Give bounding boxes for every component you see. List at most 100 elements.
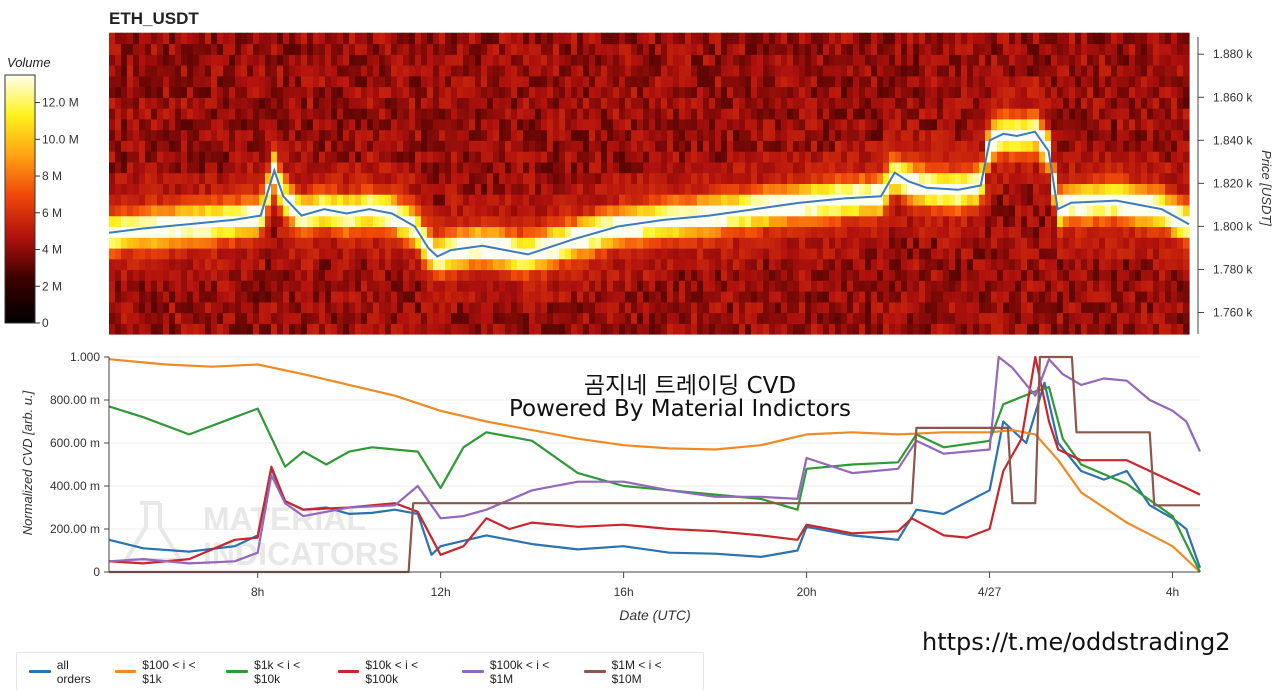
- heatmap-cell: [1039, 280, 1046, 292]
- heatmap-cell: [1081, 247, 1088, 260]
- heatmap-cell: [1117, 172, 1124, 184]
- heatmap-cell: [661, 247, 668, 260]
- heatmap-cell: [475, 237, 482, 249]
- heatmap-cell: [715, 215, 722, 227]
- heatmap-cell: [559, 258, 566, 271]
- heatmap-cell: [655, 75, 662, 88]
- heatmap-cell: [439, 172, 446, 184]
- heatmap-cell: [745, 247, 752, 260]
- heatmap-cell: [1123, 140, 1130, 152]
- heatmap-cell: [505, 323, 512, 335]
- heatmap-cell: [961, 323, 968, 335]
- heatmap-cell: [781, 301, 788, 314]
- heatmap-cell: [619, 226, 626, 238]
- heatmap-cell: [193, 43, 200, 55]
- heatmap-cell: [427, 86, 434, 98]
- heatmap-cell: [289, 323, 296, 335]
- heatmap-cell: [709, 215, 716, 227]
- heatmap-cell: [745, 43, 752, 55]
- heatmap-cell: [223, 140, 230, 152]
- heatmap-cell: [121, 280, 128, 292]
- heatmap-cell: [757, 97, 764, 109]
- heatmap-cell: [493, 32, 500, 45]
- heatmap-cell: [901, 301, 908, 314]
- heatmap-cell: [505, 172, 512, 184]
- heatmap-cell: [793, 129, 800, 141]
- heatmap-cell: [547, 43, 554, 55]
- heatmap-cell: [427, 54, 434, 66]
- heatmap-cell: [847, 269, 854, 281]
- heatmap-cell: [451, 291, 458, 303]
- heatmap-cell: [883, 194, 890, 206]
- heatmap-cell: [151, 32, 158, 45]
- heatmap-cell: [697, 32, 704, 45]
- heatmap-cell: [1111, 323, 1118, 335]
- heatmap-cell: [853, 129, 860, 141]
- heatmap-cell: [475, 172, 482, 184]
- heatmap-cell: [799, 118, 806, 131]
- heatmap-cell: [151, 97, 158, 109]
- heatmap-cell: [499, 65, 506, 77]
- heatmap-cell: [1063, 247, 1070, 260]
- heatmap-cell: [283, 86, 290, 98]
- heatmap-cell: [133, 140, 140, 152]
- heatmap-cell: [643, 151, 650, 163]
- heatmap-cell: [313, 118, 320, 131]
- heatmap-cell: [757, 226, 764, 238]
- heatmap-cell: [607, 118, 614, 131]
- heatmap-cell: [1165, 247, 1172, 260]
- heatmap-cell: [193, 301, 200, 314]
- heatmap-cell: [691, 118, 698, 131]
- heatmap-cell: [829, 204, 836, 217]
- heatmap-cell: [1021, 97, 1028, 109]
- heatmap-cell: [463, 183, 470, 195]
- heatmap-cell: [1099, 194, 1106, 206]
- heatmap-cell: [1045, 323, 1052, 335]
- heatmap-cell: [175, 86, 182, 98]
- heatmap-cell: [109, 237, 116, 249]
- heatmap-cell: [325, 129, 332, 141]
- heatmap-cell: [139, 183, 146, 195]
- heatmap-cell: [823, 86, 830, 98]
- heatmap-cell: [175, 97, 182, 109]
- heatmap-cell: [331, 258, 338, 271]
- heatmap-cell: [745, 129, 752, 141]
- heatmap-cell: [805, 32, 812, 45]
- heatmap-cell: [763, 172, 770, 184]
- heatmap-cell: [901, 194, 908, 206]
- heatmap-cell: [643, 258, 650, 271]
- heatmap-cell: [367, 108, 374, 120]
- heatmap-cell: [1159, 140, 1166, 152]
- heatmap-cell: [883, 204, 890, 217]
- heatmap-cell: [679, 269, 686, 281]
- heatmap-cell: [955, 118, 962, 131]
- heatmap-cell: [751, 43, 758, 55]
- heatmap-cell: [1057, 118, 1064, 131]
- heatmap-cell: [1069, 75, 1076, 88]
- heatmap-cell: [775, 54, 782, 66]
- heatmap-cell: [403, 151, 410, 163]
- heatmap-cell: [559, 172, 566, 184]
- heatmap-cell: [553, 32, 560, 45]
- heatmap-cell: [127, 43, 134, 55]
- heatmap-cell: [445, 108, 452, 120]
- heatmap-cell: [709, 65, 716, 77]
- heatmap-cell: [1051, 65, 1058, 77]
- heatmap-cell: [325, 226, 332, 238]
- heatmap-cell: [577, 312, 584, 324]
- heatmap-cell: [889, 269, 896, 281]
- heatmap-cell: [1087, 65, 1094, 77]
- heatmap-cell: [1039, 258, 1046, 271]
- heatmap-cell: [937, 32, 944, 45]
- heatmap-cell: [715, 226, 722, 238]
- heatmap-cell: [367, 215, 374, 227]
- heatmap-cell: [289, 269, 296, 281]
- heatmap-cell: [817, 161, 824, 174]
- heatmap-cell: [463, 54, 470, 66]
- heatmap-cell: [1051, 172, 1058, 184]
- heatmap-cell: [937, 301, 944, 314]
- heatmap-cell: [505, 258, 512, 271]
- heatmap-cell: [517, 312, 524, 324]
- heatmap-cell: [1105, 86, 1112, 98]
- heatmap-cell: [181, 194, 188, 206]
